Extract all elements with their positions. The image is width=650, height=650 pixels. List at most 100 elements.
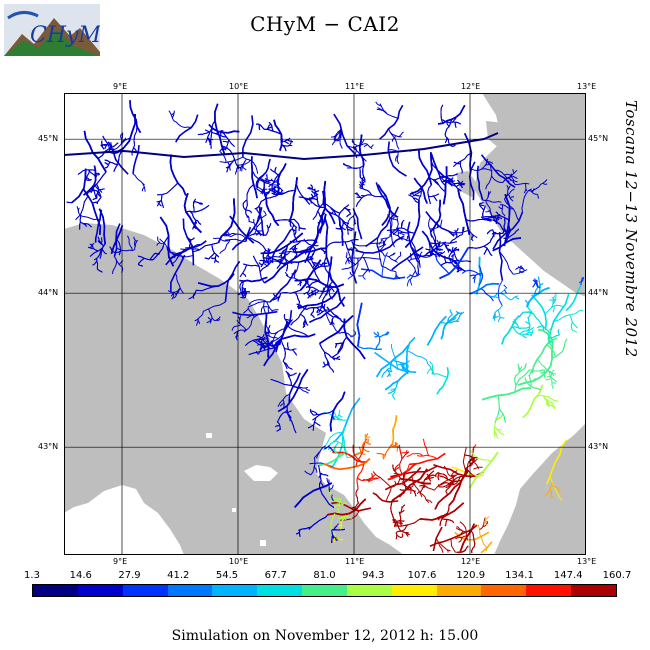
land-islet <box>206 433 212 438</box>
river-segment <box>266 126 273 130</box>
river-segment <box>470 462 473 467</box>
river-segment <box>310 313 315 318</box>
river-segment <box>440 320 460 324</box>
river-segment <box>549 299 556 301</box>
river-segment <box>341 515 349 518</box>
river-segment <box>405 235 409 241</box>
river-segment <box>158 202 162 207</box>
river-segment <box>480 288 494 302</box>
river-segment <box>407 485 411 491</box>
river-segment <box>536 279 538 286</box>
river-segment <box>451 474 457 477</box>
river-segment <box>389 231 395 234</box>
river-segment <box>451 117 457 123</box>
river-segment <box>399 488 406 492</box>
river-segment <box>515 266 520 271</box>
river-segment <box>239 315 242 320</box>
river-segment <box>395 154 399 162</box>
river-segment <box>449 234 463 244</box>
river-segment <box>270 378 299 389</box>
river-segment <box>224 239 231 251</box>
river-segment <box>387 141 407 177</box>
river-segment <box>253 220 263 236</box>
river-segment <box>497 317 501 323</box>
river-segment <box>116 239 122 256</box>
river-segment <box>377 243 386 248</box>
river-segment <box>100 144 109 146</box>
river-segment <box>425 248 431 251</box>
river-segment <box>442 166 448 205</box>
river-segment <box>194 311 204 322</box>
river-segment <box>469 449 492 463</box>
river-segment <box>219 151 227 163</box>
river-segment <box>174 289 180 296</box>
river-segment <box>459 161 463 174</box>
colorbar-label: 160.7 <box>602 570 632 581</box>
river-segment <box>399 451 410 475</box>
river-segment <box>395 534 398 540</box>
river-segment <box>92 197 97 201</box>
river-segment <box>507 176 512 179</box>
river-segment <box>392 394 396 400</box>
river-segment <box>465 546 469 551</box>
river-segment <box>495 417 500 419</box>
river-segment <box>437 104 466 125</box>
river-segment <box>558 488 562 493</box>
river-segment <box>388 370 393 373</box>
river-segment <box>517 266 526 272</box>
river-segment <box>497 309 501 318</box>
river-segment <box>287 319 293 325</box>
river-segment <box>242 167 247 171</box>
river-segment <box>385 254 398 263</box>
lagoon-area <box>486 121 510 149</box>
river-segment <box>268 121 274 132</box>
river-segment <box>285 274 295 279</box>
river-segment <box>547 333 549 338</box>
map-svg <box>63 93 587 555</box>
river-segment <box>287 325 309 337</box>
river-segment <box>273 186 279 188</box>
river-segment <box>295 291 301 303</box>
river-segment <box>258 262 263 266</box>
logo-text: CHyM <box>30 23 100 48</box>
river-segment <box>551 484 560 490</box>
river-segment <box>156 242 161 246</box>
river-segment <box>565 284 582 312</box>
river-segment <box>385 486 392 502</box>
river-segment <box>469 282 500 295</box>
river-segment <box>102 249 107 255</box>
river-segment <box>170 287 181 297</box>
river-segment <box>530 190 538 195</box>
river-segment <box>524 363 527 368</box>
lat-tick-label-right: 44°N <box>588 288 609 298</box>
river-segment <box>207 136 211 146</box>
river-segment <box>214 316 221 322</box>
river-segment <box>267 223 272 229</box>
river-segment <box>522 384 544 419</box>
river-segment <box>329 484 334 490</box>
river-segment <box>432 195 438 202</box>
river-segment <box>239 272 244 278</box>
river-segment <box>259 346 264 350</box>
river-segment <box>242 115 254 158</box>
river-segment <box>523 188 527 194</box>
river-segment <box>97 192 101 197</box>
river-segment <box>382 240 385 246</box>
river-segment <box>528 374 532 387</box>
river-segment <box>274 218 295 222</box>
river-segment <box>308 286 324 292</box>
river-segment <box>198 202 203 205</box>
river-segment <box>437 473 440 481</box>
colorbar-label: 107.6 <box>407 570 437 581</box>
river-segment <box>330 447 336 452</box>
river-segment <box>365 206 400 248</box>
river-segment <box>445 491 448 496</box>
river-segment <box>459 311 465 317</box>
river-segment <box>279 402 285 407</box>
river-segment <box>174 272 185 294</box>
river-segment <box>498 232 504 281</box>
colorbar-segment <box>436 585 482 596</box>
river-segment <box>208 252 215 260</box>
river-segment <box>359 184 363 188</box>
river-segment <box>159 216 175 267</box>
